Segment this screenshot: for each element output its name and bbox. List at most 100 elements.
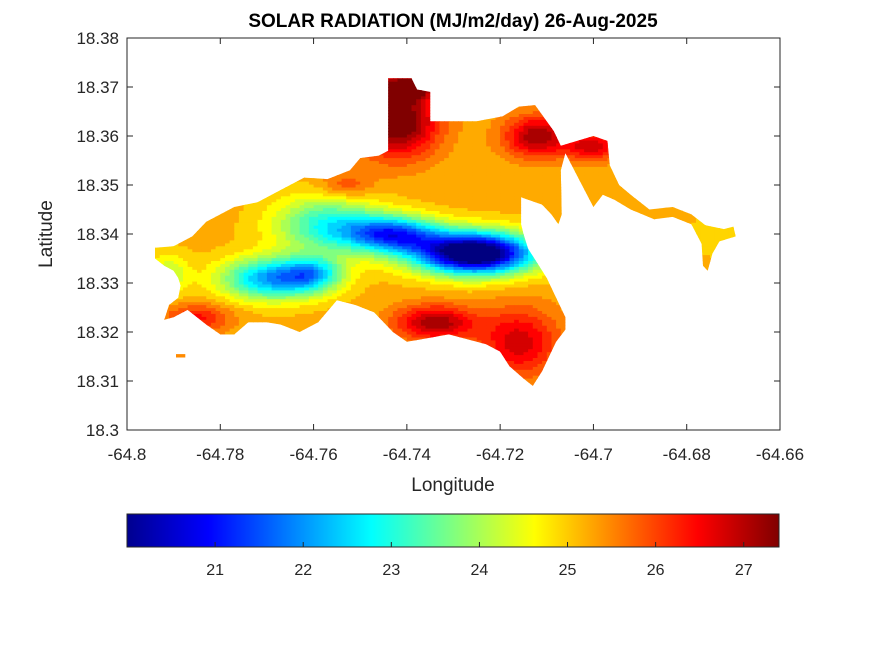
heat-cell xyxy=(336,263,343,267)
heat-cell xyxy=(173,248,179,253)
heat-cell xyxy=(322,248,329,253)
heat-cell xyxy=(238,307,245,311)
heat-cell xyxy=(234,301,240,306)
heat-cell xyxy=(336,295,343,300)
heat-cell xyxy=(266,216,273,220)
heat-cell xyxy=(341,210,347,214)
heat-cell xyxy=(304,266,310,270)
heat-cell xyxy=(285,201,291,206)
heat-cell xyxy=(276,198,282,203)
heat-cell xyxy=(350,301,357,306)
heat-cell xyxy=(229,242,235,247)
heat-cell xyxy=(304,204,310,209)
heat-cell xyxy=(346,169,352,173)
heat-cell xyxy=(304,216,310,220)
heat-cell xyxy=(234,216,240,220)
heat-cell xyxy=(285,319,291,323)
heat-cell xyxy=(211,219,217,223)
heat-cell xyxy=(313,195,319,200)
heat-cell xyxy=(304,269,310,273)
heat-cell xyxy=(304,187,310,191)
heat-cell xyxy=(299,236,305,241)
heat-cell xyxy=(318,222,324,226)
heat-cell xyxy=(313,313,319,317)
heat-cell xyxy=(257,210,263,214)
heat-cell xyxy=(336,228,343,232)
heat-cell xyxy=(229,213,235,217)
heat-cell xyxy=(308,210,315,214)
heat-cell xyxy=(197,289,203,294)
heat-cell xyxy=(346,187,352,191)
heat-cell xyxy=(308,192,315,197)
heat-cell xyxy=(173,272,179,276)
heat-cell xyxy=(192,304,198,309)
heat-cell xyxy=(215,245,221,250)
heat-cell xyxy=(238,284,245,288)
heat-cell xyxy=(173,269,179,273)
heat-cell xyxy=(299,201,305,206)
heat-cell xyxy=(271,225,277,229)
heat-cell xyxy=(164,245,170,250)
heat-cell xyxy=(262,210,268,214)
heat-cell xyxy=(322,272,329,276)
heat-cell xyxy=(266,295,273,300)
heat-cell xyxy=(201,301,207,306)
heat-cell xyxy=(173,307,179,311)
heat-cell xyxy=(229,248,235,253)
heat-cell xyxy=(322,269,329,273)
heat-cell xyxy=(211,284,217,288)
heat-cell xyxy=(313,192,319,197)
heat-cell xyxy=(318,257,324,261)
heat-cell xyxy=(280,310,287,314)
heat-cell xyxy=(346,278,352,282)
heat-cell xyxy=(183,286,189,291)
heat-cell xyxy=(169,251,175,256)
heat-cell xyxy=(183,245,189,250)
heat-cell xyxy=(220,319,226,323)
heat-cell xyxy=(290,239,296,244)
heat-cell xyxy=(225,295,231,300)
heat-cell xyxy=(262,316,268,320)
heat-cell xyxy=(238,254,245,259)
heat-cell xyxy=(234,231,240,235)
heat-cell xyxy=(322,295,329,300)
heat-cell xyxy=(313,245,319,250)
heat-cell xyxy=(229,286,235,291)
heat-cell xyxy=(299,266,305,270)
heat-cell xyxy=(276,225,282,229)
heat-cell xyxy=(169,266,175,270)
heat-cell xyxy=(271,192,277,197)
heat-cell xyxy=(252,278,259,282)
heat-cell xyxy=(346,207,352,211)
heat-cell xyxy=(238,298,245,303)
heat-cell xyxy=(197,278,203,282)
heat-cell xyxy=(276,195,282,200)
heat-cell xyxy=(192,292,198,297)
heat-cell xyxy=(201,319,207,323)
heat-cell xyxy=(234,207,240,211)
heat-cell xyxy=(290,272,296,276)
heat-cell xyxy=(192,260,198,264)
heat-cell xyxy=(313,316,319,320)
heat-cell xyxy=(299,248,305,253)
heat-cell xyxy=(234,248,240,253)
heat-cell xyxy=(280,263,287,267)
heat-cell xyxy=(169,245,175,250)
heat-cell xyxy=(271,263,277,267)
heat-cell xyxy=(346,222,352,226)
heat-cell xyxy=(350,239,357,244)
heat-cell xyxy=(220,275,226,279)
heat-cell xyxy=(299,234,305,238)
heat-cell xyxy=(294,269,301,273)
heat-cell xyxy=(280,278,287,282)
heat-cell xyxy=(206,231,212,235)
heat-cell xyxy=(197,269,203,273)
heat-cell xyxy=(336,257,343,261)
heat-cell xyxy=(313,207,319,211)
heat-cell xyxy=(262,289,268,294)
heat-cell xyxy=(304,210,310,214)
heat-cell xyxy=(262,239,268,244)
heat-cell xyxy=(346,289,352,294)
heat-cell xyxy=(183,260,189,264)
heat-cell xyxy=(280,189,287,194)
